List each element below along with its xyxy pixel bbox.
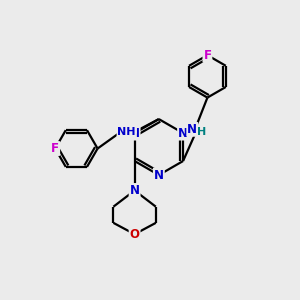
Text: H: H — [196, 127, 206, 137]
Text: N: N — [130, 184, 140, 197]
Text: N: N — [154, 169, 164, 182]
Text: F: F — [203, 49, 211, 62]
Text: F: F — [51, 142, 59, 155]
Text: NH: NH — [118, 127, 136, 137]
Text: N: N — [187, 123, 197, 136]
Text: N: N — [178, 127, 188, 140]
Text: N: N — [130, 127, 140, 140]
Text: O: O — [130, 228, 140, 241]
